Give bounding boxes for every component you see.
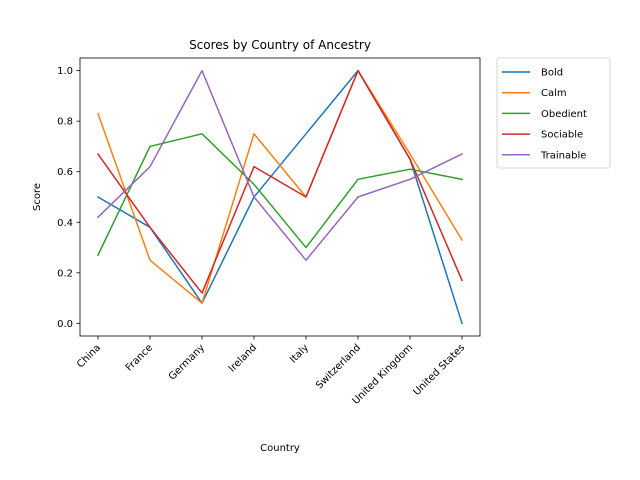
legend-label: Obedient xyxy=(541,109,587,120)
legend-label: Calm xyxy=(541,88,567,99)
legend-frame xyxy=(496,57,611,169)
y-tick-label: 1.0 xyxy=(57,66,73,77)
x-axis-label: Country xyxy=(260,443,300,454)
y-tick-label: 0.6 xyxy=(57,167,73,178)
plot-area xyxy=(96,69,464,325)
chart-title: Scores by Country of Ancestry xyxy=(189,38,371,52)
y-tick-label: 0.2 xyxy=(57,268,73,279)
series-line-sociable xyxy=(96,69,463,294)
series-line-obedient xyxy=(96,133,463,257)
legend: Bold Calm Obedient Sociable Trainable xyxy=(496,57,611,169)
y-tick-label: 0.8 xyxy=(57,117,73,128)
legend-label: Trainable xyxy=(540,150,586,161)
series-line-calm xyxy=(97,69,464,304)
legend-label: Bold xyxy=(541,68,563,79)
series-line-trainable xyxy=(96,69,464,261)
plot-frame xyxy=(79,57,481,337)
y-tick-label: 0.0 xyxy=(57,319,73,330)
y-tick-label: 0.4 xyxy=(57,218,73,229)
y-axis-label: Score xyxy=(32,183,43,211)
y-axis: 0.0 0.2 0.4 0.6 0.8 1.0 xyxy=(57,66,80,330)
legend-label: Sociable xyxy=(541,130,583,141)
